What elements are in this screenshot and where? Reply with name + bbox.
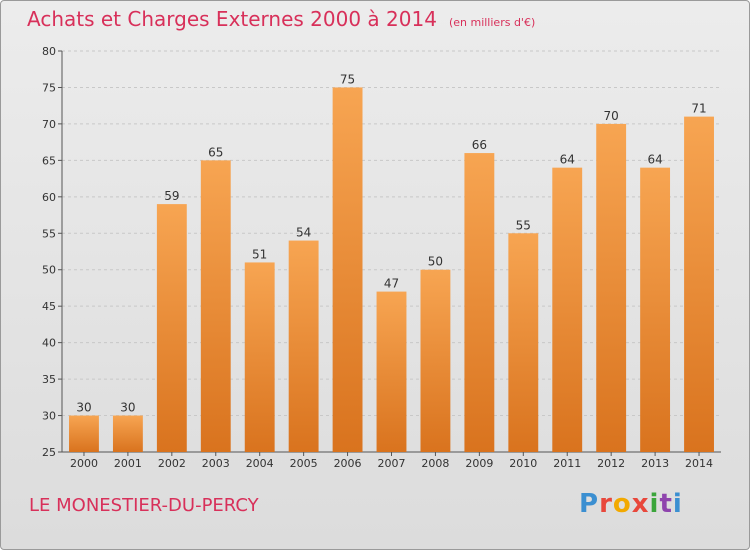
chart-title: Achats et Charges Externes 2000 à 2014 bbox=[27, 7, 437, 31]
bar-2010 bbox=[508, 233, 539, 452]
x-tick-label: 2011 bbox=[553, 457, 581, 470]
logo-letter: r bbox=[599, 489, 613, 519]
y-tick-label: 75 bbox=[42, 81, 56, 94]
x-tick-label: 2002 bbox=[158, 457, 186, 470]
x-tick-label: 2000 bbox=[70, 457, 98, 470]
y-tick-label: 35 bbox=[42, 373, 56, 386]
data-label: 65 bbox=[208, 145, 223, 159]
x-tick-label: 2013 bbox=[641, 457, 669, 470]
y-tick-label: 25 bbox=[42, 446, 56, 459]
x-tick-label: 2014 bbox=[685, 457, 713, 470]
data-label: 30 bbox=[120, 401, 135, 415]
x-tick-label: 2001 bbox=[114, 457, 142, 470]
bar-2014 bbox=[684, 116, 714, 453]
y-tick-label: 45 bbox=[42, 300, 56, 313]
bar-2001 bbox=[112, 415, 143, 452]
data-label: 75 bbox=[340, 72, 355, 86]
chart-subtitle: (en milliers d'€) bbox=[448, 16, 536, 29]
x-tick-label: 2004 bbox=[246, 457, 274, 470]
commune-name: LE MONESTIER-DU-PERCY bbox=[29, 495, 259, 516]
y-tick-label: 70 bbox=[42, 118, 56, 131]
bar-2009 bbox=[464, 153, 495, 452]
x-tick-label: 2008 bbox=[421, 457, 449, 470]
bar-2000 bbox=[69, 415, 99, 452]
data-label: 64 bbox=[560, 153, 575, 167]
x-tick-label: 2003 bbox=[202, 457, 230, 470]
y-tick-label: 40 bbox=[42, 337, 56, 350]
bar-2011 bbox=[552, 167, 583, 452]
bar-2006 bbox=[332, 87, 363, 453]
logo-letter: P bbox=[579, 489, 600, 519]
bars bbox=[69, 87, 714, 453]
y-tick-label: 80 bbox=[42, 45, 56, 58]
bar-2013 bbox=[640, 167, 671, 452]
data-label: 30 bbox=[76, 401, 91, 415]
x-tick-label: 2007 bbox=[378, 457, 406, 470]
data-label: 59 bbox=[164, 189, 179, 203]
x-tick-label: 2009 bbox=[465, 457, 493, 470]
y-tick-label: 65 bbox=[42, 154, 56, 167]
x-tick-label: 2006 bbox=[334, 457, 362, 470]
data-label: 55 bbox=[516, 218, 531, 232]
y-tick-label: 30 bbox=[42, 410, 56, 423]
y-tick-label: 60 bbox=[42, 191, 56, 204]
data-labels: 30 30 59 65 51 54 75 47 50 66 55 64 70 64 71 bbox=[76, 72, 706, 414]
bar-2008 bbox=[420, 269, 451, 452]
logo-letter: o bbox=[612, 489, 632, 519]
proxiti-logo: Proxiti bbox=[579, 489, 683, 519]
bar-2003 bbox=[200, 160, 231, 452]
data-label: 47 bbox=[384, 277, 399, 291]
bar-2002 bbox=[156, 204, 187, 452]
x-tick-label: 2005 bbox=[290, 457, 318, 470]
data-label: 50 bbox=[428, 255, 443, 269]
data-label: 51 bbox=[252, 247, 267, 261]
title-row: Achats et Charges Externes 2000 à 2014 (… bbox=[27, 7, 535, 31]
bar-2005 bbox=[288, 240, 319, 452]
logo-letter: t bbox=[659, 489, 673, 519]
bar-2004 bbox=[244, 262, 275, 452]
data-label: 71 bbox=[691, 102, 706, 116]
data-label: 54 bbox=[296, 226, 311, 240]
y-tick-label: 50 bbox=[42, 264, 56, 277]
x-tick-label: 2010 bbox=[509, 457, 537, 470]
bar-2012 bbox=[596, 123, 627, 452]
data-label: 66 bbox=[472, 138, 487, 152]
y-tick-label: 55 bbox=[42, 227, 56, 240]
axes: 25 30 35 40 45 50 55 60 65 70 75 80 2000 2001 2002 2003… bbox=[42, 45, 721, 470]
logo-letter: i bbox=[649, 489, 660, 519]
bar-2007 bbox=[376, 291, 407, 452]
data-label: 70 bbox=[604, 109, 619, 123]
data-label: 64 bbox=[647, 153, 662, 167]
logo-letter: x bbox=[631, 489, 650, 519]
logo-letter: i bbox=[672, 489, 683, 519]
x-tick-label: 2012 bbox=[597, 457, 625, 470]
